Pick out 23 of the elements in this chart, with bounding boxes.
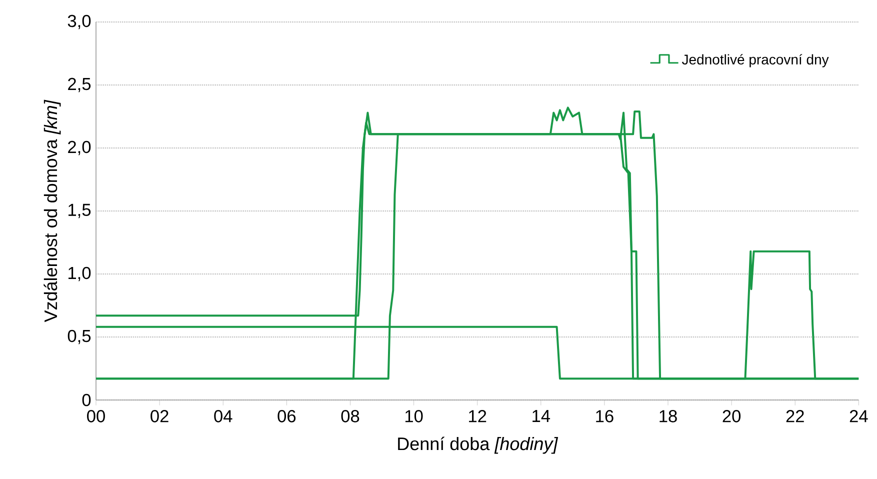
y-axis-title: Vzdálenost od domova [km] — [44, 100, 61, 322]
x-tick-label: 06 — [278, 410, 296, 422]
y-tick-label: 0 — [82, 394, 91, 406]
y-tick-label: 1,5 — [68, 204, 91, 218]
x-tick-label: 24 — [850, 410, 868, 422]
x-tick-label: 00 — [87, 410, 105, 422]
x-tick-label: 20 — [722, 410, 741, 422]
legend-label: Jednotlivé pracovní dny — [682, 54, 829, 68]
y-tick-label: 3,0 — [68, 14, 91, 30]
x-tick-label: 14 — [532, 410, 550, 422]
y-tick-label: 1,0 — [68, 266, 91, 282]
y-tick-label: 2,0 — [68, 140, 91, 156]
y-tick-label: 2,5 — [68, 78, 91, 92]
x-tick-label: 02 — [150, 410, 168, 422]
x-tick-label: 08 — [341, 410, 360, 422]
x-tick-label: 04 — [214, 410, 232, 422]
y-tick-label: 0,5 — [68, 330, 91, 344]
x-tick-label: 22 — [786, 410, 804, 422]
x-tick-label: 16 — [596, 410, 614, 422]
x-tick-label: 10 — [405, 410, 423, 422]
x-tick-label: 18 — [660, 410, 677, 422]
x-axis-title: Denní doba [hodiny] — [398, 436, 558, 454]
x-tick-label: 12 — [469, 410, 486, 422]
